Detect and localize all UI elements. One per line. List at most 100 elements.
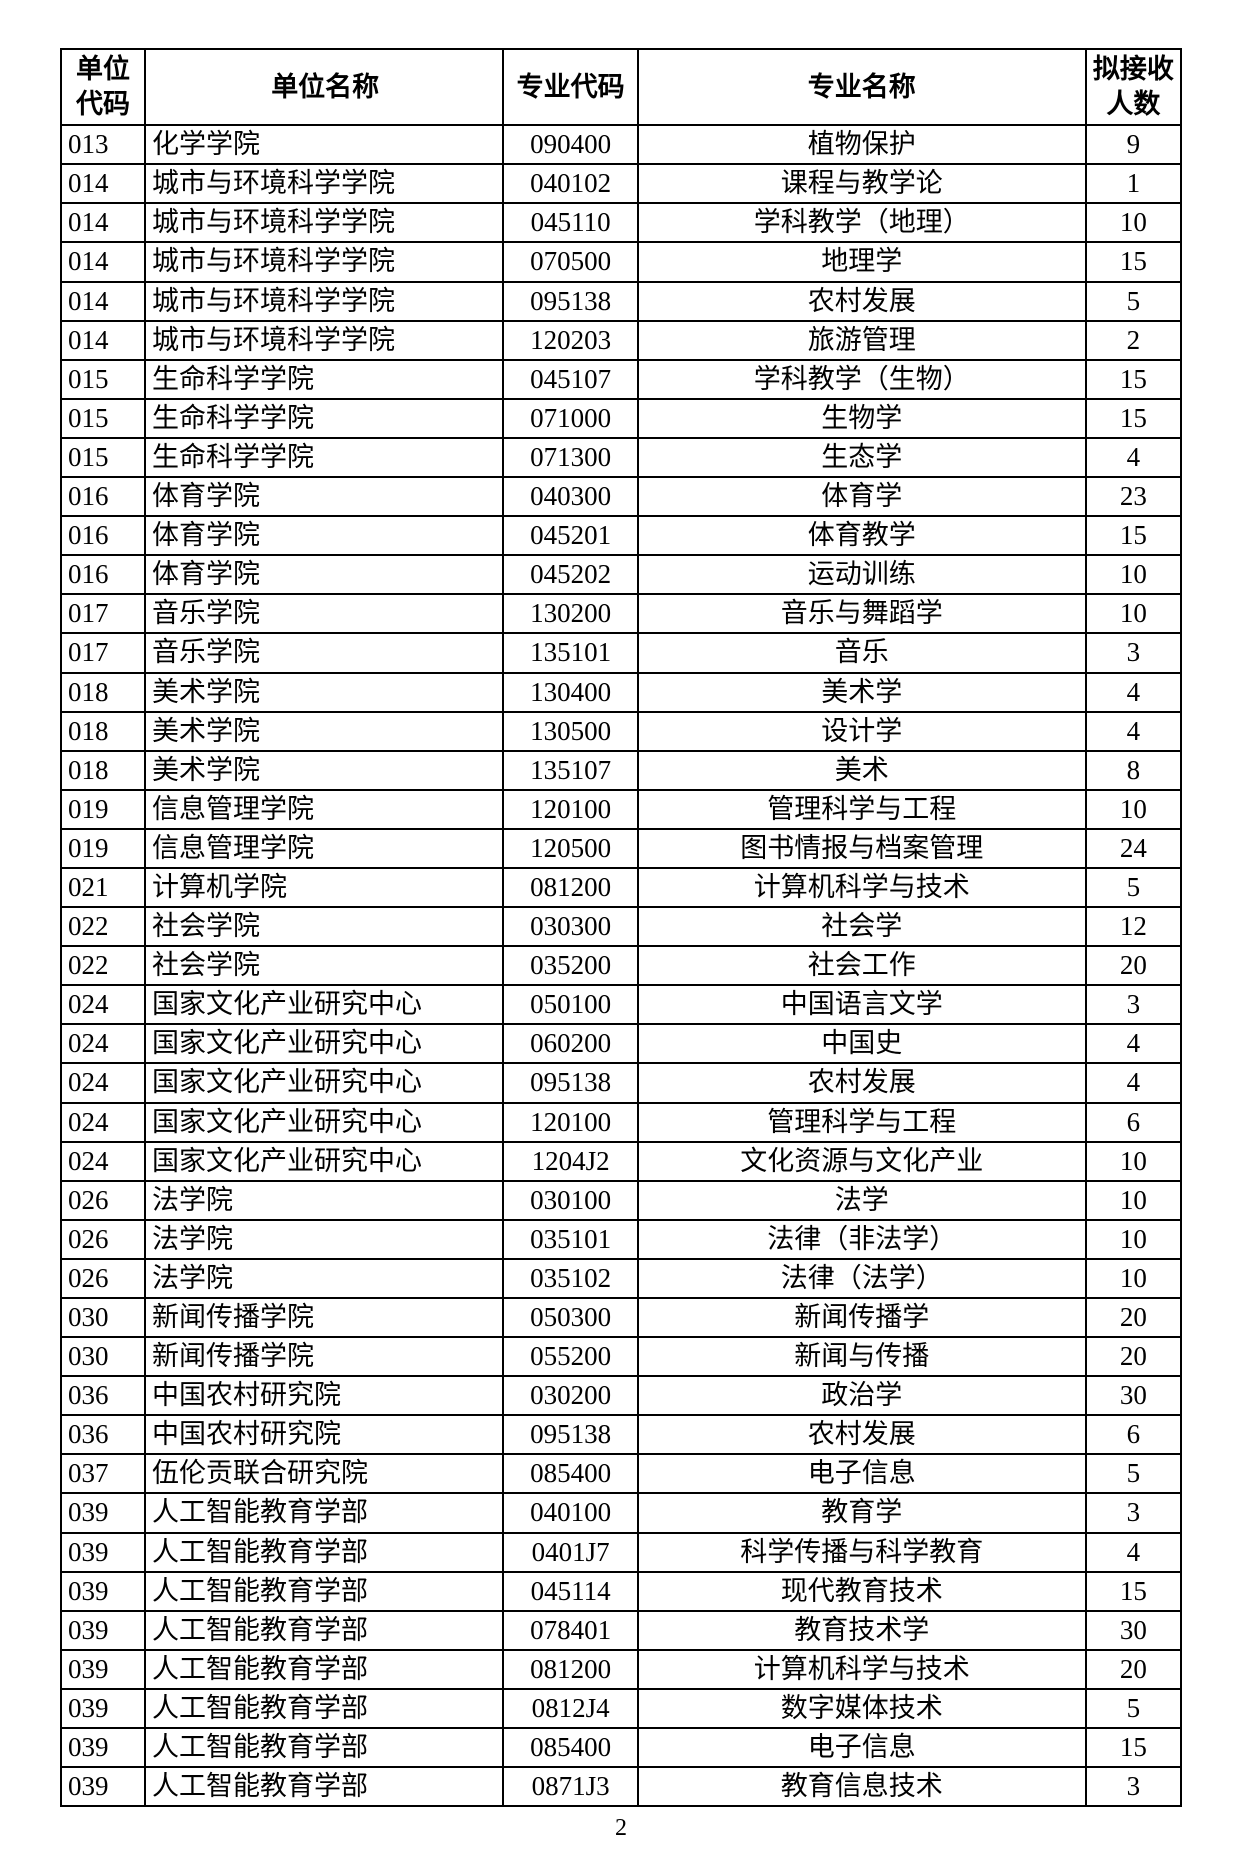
cell-unit-name: 伍伦贡联合研究院 [145, 1454, 503, 1493]
cell-unit-name: 人工智能教育学部 [145, 1650, 503, 1689]
table-row: 017音乐学院130200音乐与舞蹈学10 [61, 594, 1181, 633]
table-header-row: 单位 代码 单位名称 专业代码 专业名称 拟接收 人数 [61, 49, 1181, 125]
cell-major-name: 图书情报与档案管理 [638, 829, 1086, 868]
cell-unit-name: 人工智能教育学部 [145, 1493, 503, 1532]
cell-unit-code: 026 [61, 1181, 145, 1220]
cell-major-code: 120100 [503, 1103, 637, 1142]
cell-major-code: 035200 [503, 946, 637, 985]
cell-unit-code: 016 [61, 477, 145, 516]
cell-unit-name: 体育学院 [145, 555, 503, 594]
cell-major-code: 085400 [503, 1728, 637, 1767]
table-row: 022社会学院035200社会工作20 [61, 946, 1181, 985]
cell-unit-name: 人工智能教育学部 [145, 1728, 503, 1767]
cell-major-code: 090400 [503, 125, 637, 164]
cell-unit-name: 国家文化产业研究中心 [145, 1024, 503, 1063]
cell-unit-code: 022 [61, 946, 145, 985]
cell-major-code: 045202 [503, 555, 637, 594]
cell-count: 3 [1086, 1767, 1181, 1806]
cell-unit-code: 030 [61, 1298, 145, 1337]
cell-unit-code: 019 [61, 829, 145, 868]
cell-major-name: 数字媒体技术 [638, 1689, 1086, 1728]
cell-unit-code: 024 [61, 985, 145, 1024]
cell-unit-code: 013 [61, 125, 145, 164]
cell-major-name: 音乐与舞蹈学 [638, 594, 1086, 633]
cell-major-name: 农村发展 [638, 282, 1086, 321]
cell-unit-code: 026 [61, 1220, 145, 1259]
cell-major-name: 学科教学（生物） [638, 360, 1086, 399]
cell-count: 10 [1086, 1142, 1181, 1181]
cell-unit-code: 014 [61, 164, 145, 203]
table-row: 024国家文化产业研究中心060200中国史4 [61, 1024, 1181, 1063]
cell-unit-name: 音乐学院 [145, 594, 503, 633]
cell-major-name: 体育学 [638, 477, 1086, 516]
cell-unit-code: 017 [61, 633, 145, 672]
cell-count: 15 [1086, 1728, 1181, 1767]
cell-major-name: 法律（法学） [638, 1259, 1086, 1298]
cell-count: 5 [1086, 282, 1181, 321]
cell-major-code: 071300 [503, 438, 637, 477]
cell-count: 4 [1086, 673, 1181, 712]
cell-major-name: 计算机科学与技术 [638, 868, 1086, 907]
cell-major-code: 081200 [503, 868, 637, 907]
cell-major-code: 055200 [503, 1337, 637, 1376]
cell-major-code: 0401J7 [503, 1533, 637, 1572]
cell-major-code: 060200 [503, 1024, 637, 1063]
cell-major-code: 035102 [503, 1259, 637, 1298]
table-row: 017音乐学院135101音乐3 [61, 633, 1181, 672]
cell-unit-name: 人工智能教育学部 [145, 1611, 503, 1650]
cell-count: 4 [1086, 712, 1181, 751]
cell-major-code: 135101 [503, 633, 637, 672]
cell-major-code: 030300 [503, 907, 637, 946]
cell-unit-name: 体育学院 [145, 477, 503, 516]
cell-major-code: 130200 [503, 594, 637, 633]
cell-unit-name: 生命科学学院 [145, 399, 503, 438]
cell-unit-name: 化学学院 [145, 125, 503, 164]
cell-major-name: 旅游管理 [638, 321, 1086, 360]
cell-unit-name: 计算机学院 [145, 868, 503, 907]
cell-unit-code: 037 [61, 1454, 145, 1493]
cell-major-name: 计算机科学与技术 [638, 1650, 1086, 1689]
cell-count: 12 [1086, 907, 1181, 946]
cell-unit-name: 中国农村研究院 [145, 1415, 503, 1454]
table-row: 024国家文化产业研究中心120100管理科学与工程6 [61, 1103, 1181, 1142]
cell-major-name: 课程与教学论 [638, 164, 1086, 203]
cell-major-code: 130500 [503, 712, 637, 751]
table-row: 036中国农村研究院095138农村发展6 [61, 1415, 1181, 1454]
cell-unit-name: 国家文化产业研究中心 [145, 1103, 503, 1142]
cell-major-name: 体育教学 [638, 516, 1086, 555]
cell-unit-code: 036 [61, 1415, 145, 1454]
cell-count: 4 [1086, 1024, 1181, 1063]
cell-unit-name: 城市与环境科学学院 [145, 242, 503, 281]
cell-unit-code: 022 [61, 907, 145, 946]
cell-unit-name: 生命科学学院 [145, 438, 503, 477]
cell-count: 15 [1086, 242, 1181, 281]
cell-unit-name: 人工智能教育学部 [145, 1533, 503, 1572]
cell-unit-code: 039 [61, 1689, 145, 1728]
cell-unit-code: 039 [61, 1533, 145, 1572]
cell-unit-code: 014 [61, 203, 145, 242]
cell-count: 10 [1086, 1181, 1181, 1220]
cell-major-name: 农村发展 [638, 1415, 1086, 1454]
cell-count: 30 [1086, 1376, 1181, 1415]
cell-unit-code: 021 [61, 868, 145, 907]
cell-count: 3 [1086, 1493, 1181, 1532]
cell-unit-code: 024 [61, 1103, 145, 1142]
cell-major-name: 教育学 [638, 1493, 1086, 1532]
cell-major-name: 生态学 [638, 438, 1086, 477]
cell-unit-code: 026 [61, 1259, 145, 1298]
cell-unit-code: 024 [61, 1142, 145, 1181]
cell-major-code: 050100 [503, 985, 637, 1024]
cell-unit-name: 人工智能教育学部 [145, 1689, 503, 1728]
cell-count: 10 [1086, 1259, 1181, 1298]
cell-major-code: 120100 [503, 790, 637, 829]
cell-unit-name: 体育学院 [145, 516, 503, 555]
cell-unit-name: 城市与环境科学学院 [145, 321, 503, 360]
cell-count: 23 [1086, 477, 1181, 516]
table-row: 016体育学院040300体育学23 [61, 477, 1181, 516]
cell-unit-name: 国家文化产业研究中心 [145, 985, 503, 1024]
cell-major-name: 美术学 [638, 673, 1086, 712]
cell-unit-name: 法学院 [145, 1259, 503, 1298]
cell-major-code: 071000 [503, 399, 637, 438]
table-row: 015生命科学学院071000生物学15 [61, 399, 1181, 438]
cell-major-code: 1204J2 [503, 1142, 637, 1181]
